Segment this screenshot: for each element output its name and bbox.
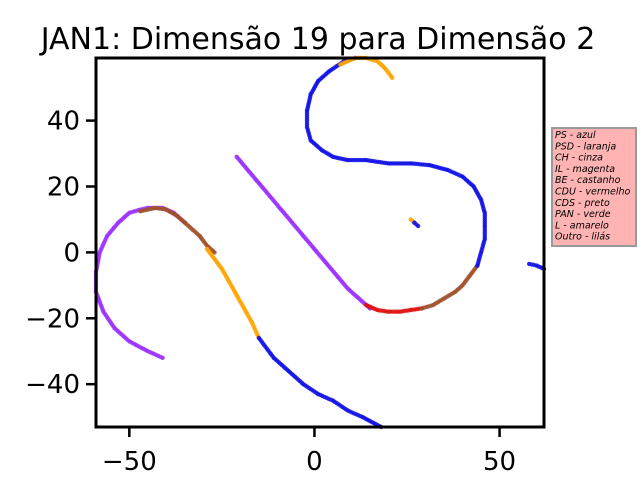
y-tick-label: −20 <box>25 304 80 334</box>
data-point <box>390 75 395 81</box>
legend-box <box>551 127 637 247</box>
legend-entry: PSD - laranja <box>555 141 616 152</box>
plot-frame <box>94 56 546 429</box>
x-axis: −50 0 50 <box>102 427 516 477</box>
y-tick-label: 0 <box>63 238 80 268</box>
legend-entry: PAN - verde <box>555 209 611 220</box>
chart-title: JAN1: Dimensão 19 para Dimensão 2 <box>39 22 596 57</box>
legend-entry: CDU - vermelho <box>555 187 631 198</box>
legend-entry: L - amarelo <box>555 220 609 231</box>
y-axis: −40 −20 0 20 40 <box>25 107 96 400</box>
legend-entry: CH - cinza <box>555 153 603 164</box>
y-tick-label: 20 <box>47 172 80 202</box>
data-point <box>212 250 217 255</box>
x-tick-label: 50 <box>483 447 516 477</box>
legend-entry: Outro - lilás <box>555 232 610 243</box>
legend-entry: BE - castanho <box>555 175 621 186</box>
legend-entry: IL - magenta <box>555 164 615 175</box>
y-tick-label: −40 <box>25 370 80 400</box>
legend-entry: CDS - preto <box>555 198 610 209</box>
x-tick-label: −50 <box>102 447 157 477</box>
legend-entry: PS - azul <box>555 130 596 141</box>
y-tick-label: 40 <box>47 107 80 137</box>
series-layer <box>93 55 547 430</box>
data-point <box>415 223 421 229</box>
x-tick-label: 0 <box>306 447 323 477</box>
